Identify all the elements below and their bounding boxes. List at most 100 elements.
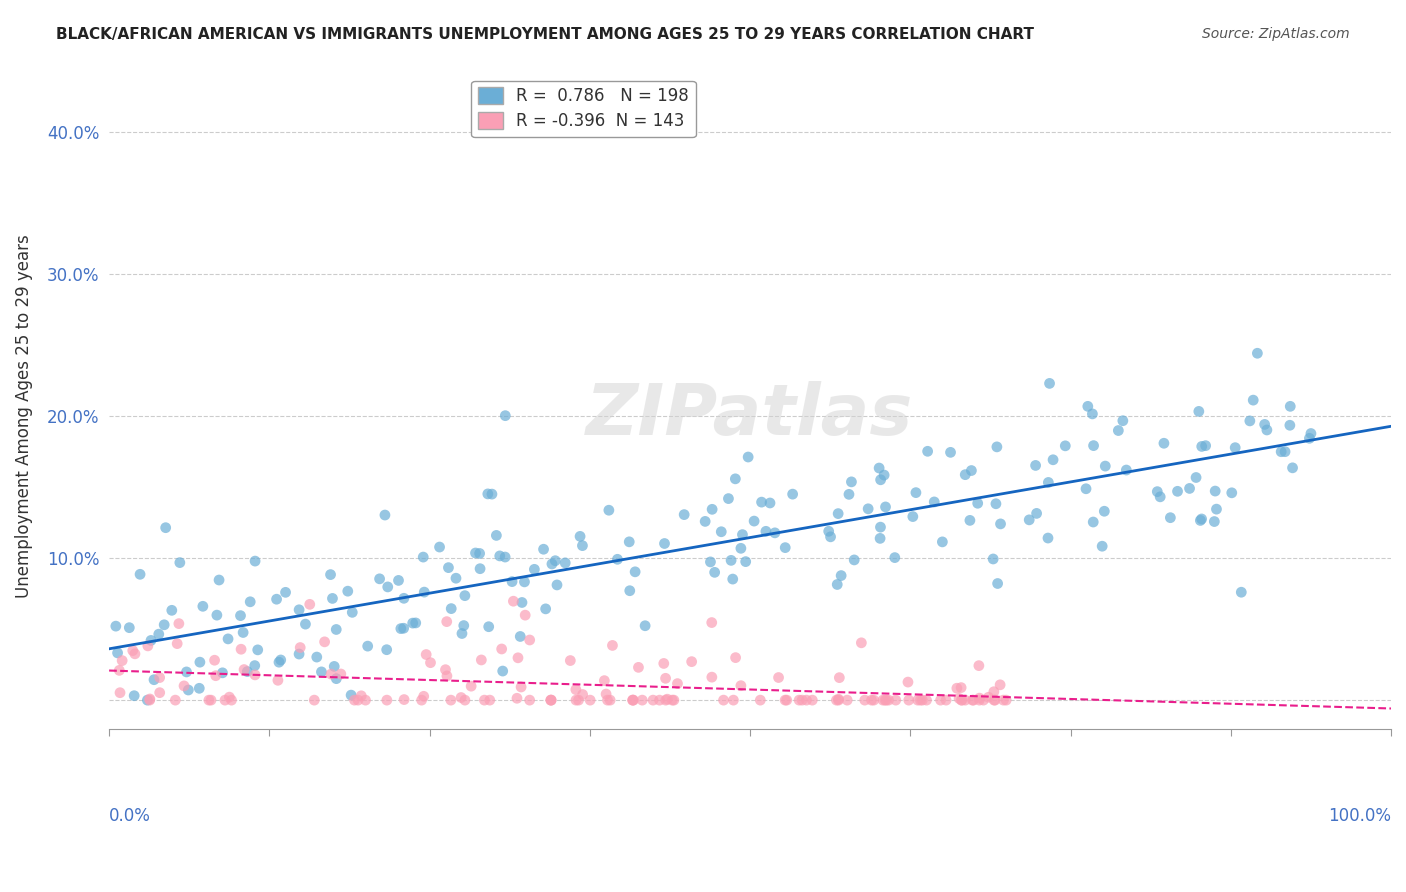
Point [419,656,441,670]
Point [724,472,747,486]
Point [1094,459,1116,474]
Point [621,693,644,707]
Point [734,555,756,569]
Point [534,602,557,616]
Point [460,679,482,693]
Point [1091,539,1114,553]
Point [129,567,152,582]
Point [602,639,624,653]
Point [872,693,894,707]
Point [440,601,463,615]
Point [897,693,920,707]
Point [246,643,269,657]
Point [673,508,696,522]
Point [434,663,457,677]
Point [342,605,364,619]
Point [883,550,905,565]
Point [1204,515,1226,529]
Point [160,603,183,617]
Point [191,599,214,614]
Point [354,693,377,707]
Point [969,691,991,706]
Point [155,521,177,535]
Point [451,626,474,640]
Point [700,615,723,630]
Point [149,686,172,700]
Point [470,653,492,667]
Point [177,683,200,698]
Point [904,485,927,500]
Point [721,572,744,586]
Point [621,693,644,707]
Point [1074,482,1097,496]
Point [107,646,129,660]
Point [229,608,252,623]
Point [229,642,252,657]
Point [267,655,290,669]
Point [546,578,568,592]
Point [1270,444,1292,458]
Point [239,595,262,609]
Point [579,693,602,707]
Point [959,513,981,527]
Point [851,636,873,650]
Point [990,516,1012,531]
Point [759,496,782,510]
Y-axis label: Unemployment Among Ages 25 to 29 years: Unemployment Among Ages 25 to 29 years [15,234,32,598]
Point [1278,418,1301,433]
Point [869,532,891,546]
Point [820,530,842,544]
Point [873,468,896,483]
Point [468,562,491,576]
Point [1220,485,1243,500]
Point [730,679,752,693]
Point [266,592,288,607]
Point [988,678,1011,692]
Point [392,621,415,635]
Point [533,542,555,557]
Point [825,577,848,591]
Point [485,528,508,542]
Point [1225,441,1247,455]
Point [838,487,860,501]
Point [214,693,236,707]
Point [323,659,346,673]
Point [491,642,513,657]
Point [519,632,541,647]
Point [950,681,973,695]
Point [950,693,973,707]
Point [713,693,735,707]
Point [700,502,723,516]
Point [1077,400,1099,414]
Point [948,691,970,706]
Point [350,689,373,703]
Point [1025,507,1047,521]
Point [347,693,370,707]
Point [211,665,233,680]
Point [654,671,676,685]
Point [411,693,433,707]
Point [984,693,1007,707]
Point [966,496,988,510]
Point [294,617,316,632]
Point [233,663,256,677]
Point [389,622,412,636]
Point [232,625,254,640]
Point [1246,346,1268,360]
Point [166,637,188,651]
Point [565,682,588,697]
Point [792,693,814,707]
Point [654,536,676,550]
Point [243,658,266,673]
Point [167,616,190,631]
Point [122,689,145,703]
Point [502,594,524,608]
Point [1204,484,1226,499]
Point [955,467,977,482]
Point [641,693,664,707]
Point [939,445,962,459]
Point [841,475,863,489]
Point [540,693,562,707]
Point [1205,502,1227,516]
Point [666,676,689,690]
